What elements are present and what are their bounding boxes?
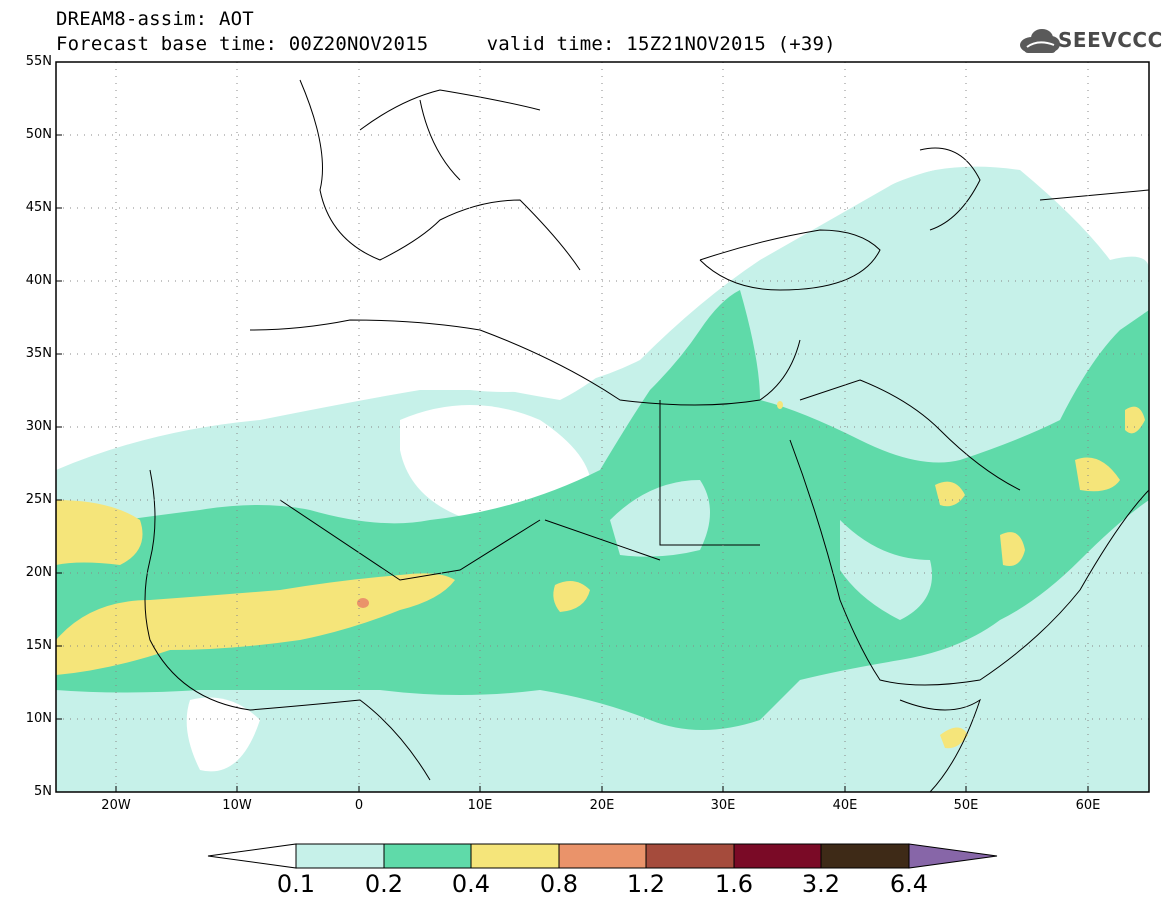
graticule <box>56 62 1149 792</box>
logo-text: SEEVCCC <box>1058 28 1163 52</box>
lon-label: 0 <box>354 798 364 813</box>
lon-label: 10W <box>222 798 252 813</box>
colorbar-cell-0.4 <box>470 843 560 869</box>
lat-label: 45N <box>25 200 52 215</box>
lat-label: 25N <box>25 492 52 507</box>
colorbar-label: 0.1 <box>276 870 316 898</box>
lon-label: 60E <box>1075 798 1101 813</box>
lat-label: 35N <box>25 346 52 361</box>
colorbar-label: 1.2 <box>626 870 666 898</box>
colorbar-label: 0.4 <box>451 870 491 898</box>
seevccc-logo <box>1020 29 1060 53</box>
map-subtitle: Forecast base time: 00Z20NOV2015 valid t… <box>56 33 836 55</box>
colorbar-cell-0.2 <box>383 843 472 869</box>
lat-label: 30N <box>25 419 52 434</box>
colorbar-cell-1.6 <box>733 843 822 869</box>
lat-label: 40N <box>25 273 52 288</box>
lon-label: 20E <box>589 798 615 813</box>
colorbar-cell-above <box>908 843 998 869</box>
colorbar-cell-0.8 <box>558 843 647 869</box>
lat-label: 20N <box>25 565 52 580</box>
aot-band-0.4 <box>56 500 143 565</box>
lat-label: 15N <box>25 638 52 653</box>
axis-ticks <box>56 134 1089 792</box>
lon-label: 40E <box>832 798 858 813</box>
lat-label: 10N <box>25 711 52 726</box>
colorbar-label: 6.4 <box>889 870 929 898</box>
colorbar-cell-below <box>207 843 297 869</box>
aot-band-0.8 <box>357 598 369 608</box>
lon-label: 10E <box>467 798 493 813</box>
colorbar-cell-0.1 <box>295 843 385 869</box>
colorbar <box>207 843 998 869</box>
colorbar-cell-1.2 <box>645 843 735 869</box>
colorbar-label: 0.8 <box>539 870 579 898</box>
lat-label: 5N <box>34 784 52 799</box>
lon-label: 30E <box>710 798 736 813</box>
colorbar-label: 3.2 <box>801 870 841 898</box>
colorbar-cell-3.2 <box>820 843 910 869</box>
lon-label: 20W <box>101 798 131 813</box>
lon-label: 50E <box>953 798 979 813</box>
colorbar-label: 0.2 <box>364 870 404 898</box>
map-title: DREAM8-assim: AOT <box>56 8 254 30</box>
coastlines <box>144 79 1149 792</box>
colorbar-label: 1.6 <box>714 870 754 898</box>
lat-label: 50N <box>25 127 52 142</box>
lat-label: 55N <box>25 54 52 69</box>
